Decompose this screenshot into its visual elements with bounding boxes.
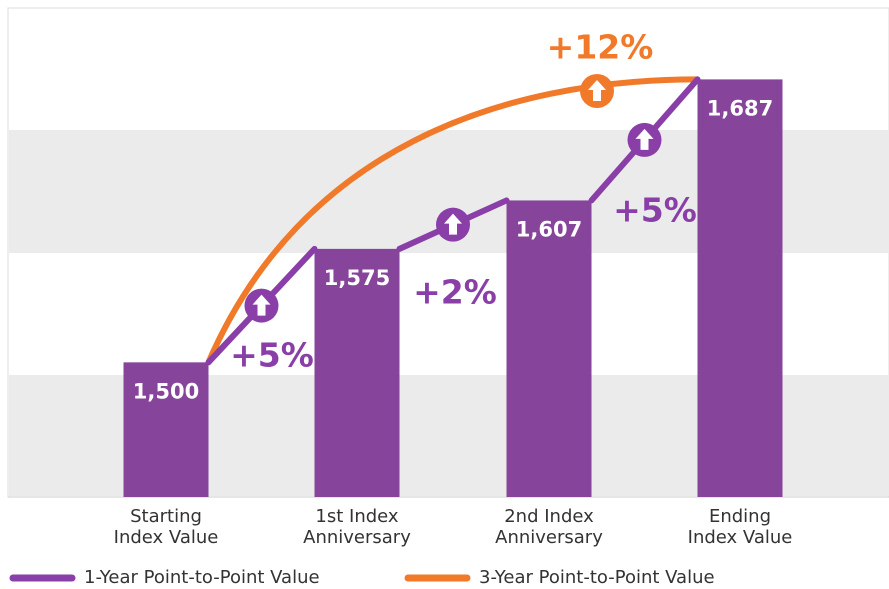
line-3yr — [205, 76, 698, 364]
bar — [697, 79, 783, 498]
value-label: 1,687 — [707, 96, 773, 120]
value-label: 1,500 — [133, 379, 199, 403]
annotation: +2% — [413, 273, 497, 312]
annotation: +5% — [230, 336, 314, 375]
x-tick-label: 2nd Index Anniversary — [495, 506, 603, 548]
annotation: +12% — [547, 28, 654, 67]
bar — [506, 200, 592, 497]
value-label: 1,575 — [324, 266, 390, 290]
arrow-icon — [635, 128, 654, 150]
arrow-icon — [444, 213, 462, 235]
legend-label: 1-Year Point-to-Point Value — [84, 567, 320, 588]
value-label: 1,607 — [516, 217, 582, 241]
arrow-icon — [252, 294, 271, 316]
bar — [314, 248, 400, 497]
annotation: +5% — [613, 191, 697, 230]
x-tick-label: 1st Index Anniversary — [303, 506, 411, 548]
x-tick-label: Starting Index Value — [114, 506, 219, 548]
bar — [123, 362, 209, 497]
x-tick-label: Ending Index Value — [688, 506, 793, 548]
legend-label: 3-Year Point-to-Point Value — [479, 567, 715, 588]
arrow-icon — [588, 80, 606, 101]
